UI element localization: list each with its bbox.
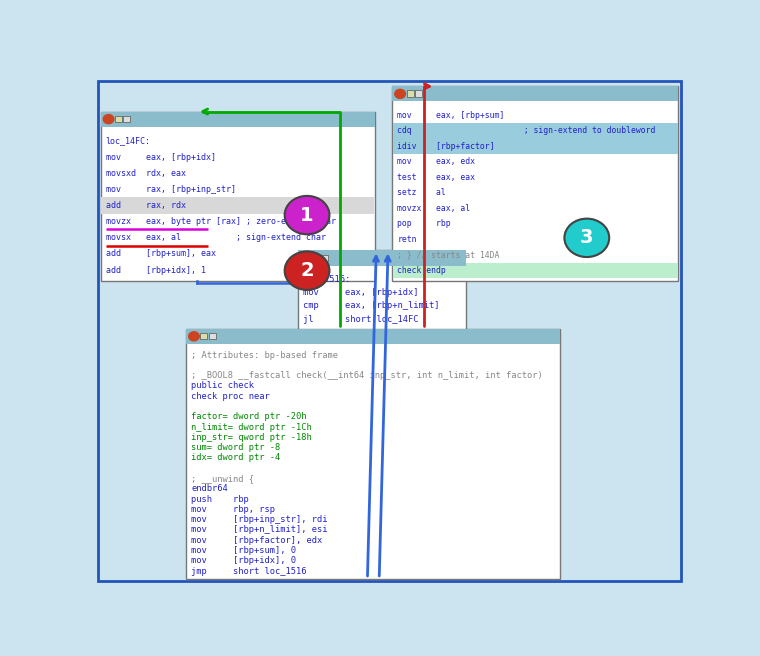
- Text: 2: 2: [300, 261, 314, 280]
- Text: 3: 3: [580, 228, 594, 247]
- Text: ; } // starts at 14DA: ; } // starts at 14DA: [397, 251, 499, 260]
- FancyBboxPatch shape: [115, 115, 122, 122]
- Text: loc_1516:: loc_1516:: [303, 274, 350, 283]
- FancyBboxPatch shape: [392, 87, 678, 281]
- Text: add     rax, rdx: add rax, rdx: [106, 201, 185, 210]
- Text: mov     rbp, rsp: mov rbp, rsp: [191, 505, 275, 514]
- FancyBboxPatch shape: [186, 329, 560, 579]
- FancyBboxPatch shape: [298, 251, 466, 266]
- Text: movzx   eax, byte ptr [rax] ; zero-extend char: movzx eax, byte ptr [rax] ; zero-extend …: [106, 217, 336, 226]
- FancyBboxPatch shape: [102, 197, 374, 214]
- Circle shape: [285, 196, 329, 234]
- Text: ; Attributes: bp-based frame: ; Attributes: bp-based frame: [191, 350, 338, 359]
- Circle shape: [188, 332, 199, 341]
- FancyBboxPatch shape: [393, 262, 677, 278]
- Text: movsxd  rdx, eax: movsxd rdx, eax: [106, 169, 185, 178]
- Text: add     [rbp+idx], 1: add [rbp+idx], 1: [106, 266, 206, 275]
- FancyBboxPatch shape: [415, 91, 422, 97]
- Text: cmp     eax, [rbp+n_limit]: cmp eax, [rbp+n_limit]: [303, 301, 439, 310]
- Text: idx= dword ptr -4: idx= dword ptr -4: [191, 453, 280, 462]
- Text: sum= dword ptr -8: sum= dword ptr -8: [191, 443, 280, 452]
- Text: cdq                       ; sign-extend to doubleword: cdq ; sign-extend to doubleword: [397, 127, 656, 135]
- Text: loc_14FC:: loc_14FC:: [106, 136, 150, 146]
- Text: pop     rbp: pop rbp: [397, 219, 451, 228]
- Text: mov     [rbp+inp_str], rdi: mov [rbp+inp_str], rdi: [191, 515, 328, 524]
- Text: mov     rax, [rbp+inp_str]: mov rax, [rbp+inp_str]: [106, 185, 236, 194]
- Text: ; __unwind {: ; __unwind {: [191, 474, 254, 483]
- Circle shape: [565, 218, 610, 257]
- FancyBboxPatch shape: [393, 123, 677, 138]
- Text: inp_str= qword ptr -18h: inp_str= qword ptr -18h: [191, 433, 312, 442]
- Text: jmp     short loc_1516: jmp short loc_1516: [191, 567, 306, 575]
- Text: endbr64: endbr64: [191, 484, 228, 493]
- Circle shape: [103, 115, 114, 124]
- Circle shape: [394, 89, 405, 98]
- Text: public check: public check: [191, 382, 254, 390]
- Text: mov     eax, edx: mov eax, edx: [397, 157, 475, 167]
- Circle shape: [300, 253, 311, 262]
- Text: mov     [rbp+sum], 0: mov [rbp+sum], 0: [191, 546, 296, 555]
- Text: mov     eax, [rbp+sum]: mov eax, [rbp+sum]: [397, 111, 505, 120]
- Text: test    eax, eax: test eax, eax: [397, 173, 475, 182]
- Text: n_limit= dword ptr -1Ch: n_limit= dword ptr -1Ch: [191, 422, 312, 432]
- Text: idiv    [rbp+factor]: idiv [rbp+factor]: [397, 142, 495, 151]
- FancyBboxPatch shape: [407, 91, 413, 97]
- Text: mov     [rbp+idx], 0: mov [rbp+idx], 0: [191, 556, 296, 565]
- Text: movzx   eax, al: movzx eax, al: [397, 204, 470, 213]
- Text: movsx   eax, al           ; sign-extend char: movsx eax, al ; sign-extend char: [106, 234, 325, 242]
- Text: add     [rbp+sum], eax: add [rbp+sum], eax: [106, 249, 216, 258]
- FancyBboxPatch shape: [186, 329, 560, 344]
- FancyBboxPatch shape: [201, 333, 207, 339]
- FancyBboxPatch shape: [312, 255, 319, 261]
- Text: push    rbp: push rbp: [191, 495, 249, 504]
- Text: mov     eax, [rbp+idx]: mov eax, [rbp+idx]: [106, 152, 216, 161]
- Text: factor= dword ptr -20h: factor= dword ptr -20h: [191, 413, 306, 421]
- FancyBboxPatch shape: [393, 138, 677, 154]
- Text: mov     eax, [rbp+idx]: mov eax, [rbp+idx]: [303, 287, 419, 297]
- FancyBboxPatch shape: [298, 251, 466, 329]
- FancyBboxPatch shape: [321, 255, 328, 261]
- Text: jl      short loc_14FC: jl short loc_14FC: [303, 315, 419, 324]
- Text: retn: retn: [397, 235, 416, 244]
- Circle shape: [285, 251, 329, 290]
- Text: setz    al: setz al: [397, 188, 446, 197]
- FancyBboxPatch shape: [209, 333, 216, 339]
- FancyBboxPatch shape: [123, 115, 131, 122]
- Text: check endp: check endp: [397, 266, 446, 275]
- Text: ; _BOOL8 __fastcall check(__int64 inp_str, int n_limit, int factor): ; _BOOL8 __fastcall check(__int64 inp_st…: [191, 371, 543, 380]
- Text: mov     [rbp+factor], edx: mov [rbp+factor], edx: [191, 536, 322, 544]
- FancyBboxPatch shape: [101, 112, 375, 281]
- Text: mov     [rbp+n_limit], esi: mov [rbp+n_limit], esi: [191, 525, 328, 535]
- Text: check proc near: check proc near: [191, 392, 270, 401]
- Text: 1: 1: [300, 205, 314, 224]
- FancyBboxPatch shape: [392, 87, 678, 102]
- FancyBboxPatch shape: [101, 112, 375, 127]
